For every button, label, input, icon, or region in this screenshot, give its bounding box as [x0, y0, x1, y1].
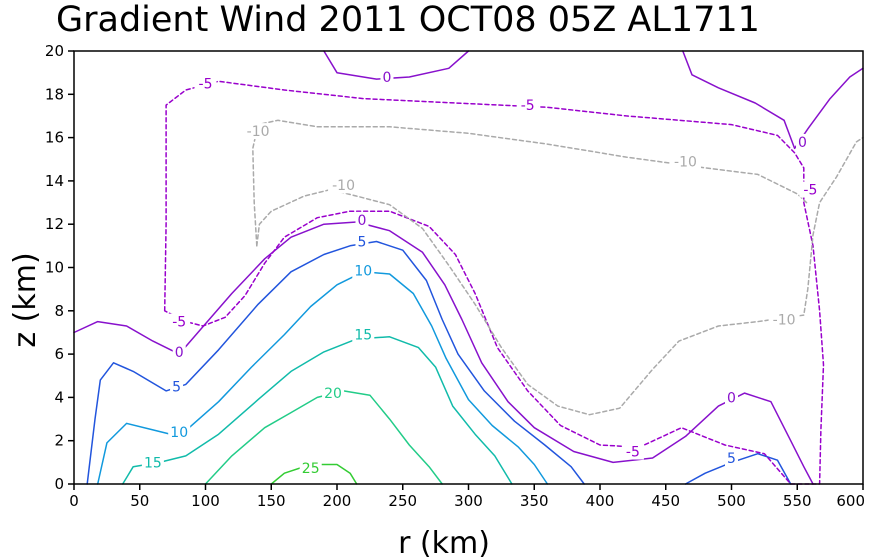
x-tick-label: 350 [520, 492, 549, 510]
contour-label-background [516, 97, 539, 114]
contour-label-background [172, 343, 186, 360]
contour-line-neg10-11 [252, 119, 808, 247]
contour-label-background [768, 311, 800, 328]
contour-label: 15 [144, 455, 162, 471]
chart-title: Gradient Wind 2011 OCT08 05Z AL1711 [56, 0, 760, 40]
x-tick-label: 600 [836, 492, 865, 510]
x-tick-label: 100 [191, 492, 220, 510]
contour-label: 0 [175, 345, 184, 361]
contour-label: 5 [172, 380, 181, 396]
contour-label-background [355, 233, 369, 250]
contour-label-background [796, 133, 810, 150]
y-tick-label: 2 [54, 432, 64, 450]
contour-label: -10 [773, 312, 796, 328]
y-tick-label: 4 [54, 388, 64, 406]
contour-label-background [322, 385, 345, 402]
y-tick-label: 6 [54, 345, 64, 363]
contour-label: 15 [354, 328, 372, 344]
contour-label-background [168, 424, 191, 441]
y-tick-label: 14 [45, 172, 64, 190]
contour-label: -5 [626, 445, 640, 461]
x-tick-label: 150 [257, 492, 286, 510]
contour-label-background [141, 454, 164, 471]
contour-label: 0 [727, 390, 736, 406]
contour-label: -5 [521, 98, 535, 114]
contour-label: -10 [247, 124, 270, 140]
contour-line-0-8 [682, 50, 864, 150]
y-tick-label: 8 [54, 302, 64, 320]
y-tick-label: 12 [45, 215, 64, 233]
y-tick-label: 10 [45, 259, 64, 277]
contour-line-neg5-9 [163, 80, 825, 485]
x-tick-label: 0 [69, 492, 79, 510]
plot-frame [73, 50, 864, 485]
x-tick-label: 400 [586, 492, 615, 510]
contour-line-0-7 [323, 50, 470, 80]
contour-label: 10 [170, 425, 188, 441]
contour-label: 0 [798, 135, 807, 151]
contour-label-background [352, 326, 375, 343]
x-axis-title: r (km) [398, 526, 490, 559]
x-tick-label: 500 [717, 492, 746, 510]
contour-line-20-1 [204, 390, 443, 485]
x-tick-label: 450 [651, 492, 680, 510]
contour-label-background [799, 181, 822, 198]
contour-label-layer: 25 20 15 15 10 10 5 5 5 0 0 0 0 0 -5 -5 -5 -5 -5 -10 -10 -10 -… [141, 68, 822, 477]
x-tick-label: 50 [130, 492, 149, 510]
y-axis-ticks: 0 2 4 6 8 10 12 14 16 18 20 [45, 42, 74, 493]
contour-label: 20 [324, 386, 342, 402]
y-tick-label: 20 [45, 42, 64, 60]
x-axis-ticks: 0 50 100 150 200 250 300 350 400 450 500 550 600 [69, 484, 865, 510]
contour-label: 0 [383, 70, 392, 86]
contour-line-5-4 [86, 240, 585, 485]
contour-line-15-2 [121, 336, 513, 485]
contour-label-background [194, 75, 217, 92]
contour-label: -5 [803, 183, 817, 199]
y-tick-label: 0 [54, 475, 64, 493]
x-tick-label: 300 [454, 492, 483, 510]
contour-label-background [669, 153, 701, 170]
contour-label: -5 [172, 315, 186, 331]
contour-label: 5 [727, 451, 736, 467]
y-axis-title: z (km) [8, 252, 43, 347]
contour-layer [73, 50, 864, 485]
contour-label-background [725, 450, 738, 467]
y-tick-label: 16 [45, 129, 64, 147]
contour-line-10-3 [96, 271, 549, 485]
contour-line-25-0 [270, 463, 358, 485]
contour-label: -10 [674, 154, 697, 170]
contour-label: 5 [358, 235, 367, 251]
contour-label-background [170, 378, 184, 395]
contour-label: 10 [354, 264, 372, 280]
contour-label: 25 [302, 461, 320, 477]
contour-label-background [621, 443, 644, 460]
contour-label-background [725, 389, 738, 406]
contour-label-background [299, 459, 322, 476]
contour-label-background [242, 123, 274, 140]
contour-label-background [328, 177, 360, 194]
contour-label-background [352, 262, 375, 279]
x-tick-label: 550 [783, 492, 812, 510]
y-tick-label: 18 [45, 85, 64, 103]
x-tick-label: 200 [323, 492, 352, 510]
contour-label-background [168, 313, 191, 330]
contour-label-background [355, 211, 369, 228]
x-tick-label: 250 [388, 492, 417, 510]
contour-label: -10 [332, 178, 355, 194]
contour-label-background [380, 68, 394, 85]
contour-label: 0 [358, 213, 367, 229]
contour-label: -5 [199, 76, 213, 92]
contour-line-5-5 [684, 452, 792, 485]
